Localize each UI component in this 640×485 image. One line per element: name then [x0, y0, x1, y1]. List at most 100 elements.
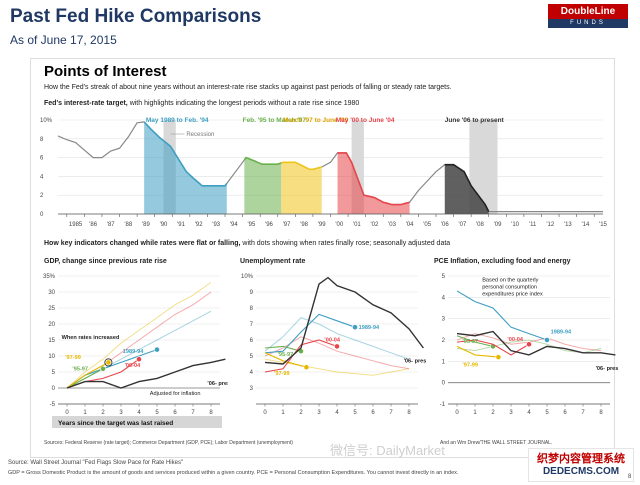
- y-tick-label: 3: [250, 386, 254, 392]
- present-label: '06- present: [404, 358, 426, 364]
- series-06-present: [264, 276, 424, 365]
- may89-label: May 1989 to Feb. '94: [146, 117, 209, 124]
- x-tick-label: 6: [563, 410, 567, 416]
- x-tick-label: '92: [195, 222, 203, 228]
- x-tick-label: 3: [317, 410, 321, 416]
- x-axis-banner: [52, 416, 222, 428]
- x-tick-label: 6: [371, 410, 375, 416]
- x-tick-label: '05: [423, 222, 431, 228]
- y-tick-label: 30: [48, 290, 55, 296]
- y-tick-label: 7: [250, 322, 254, 328]
- pce-note-line: personal consumption: [482, 284, 537, 290]
- x-tick-label: 0: [455, 410, 459, 416]
- rate-rise-dot: [352, 324, 358, 331]
- x-tick-label: '88: [124, 222, 132, 228]
- x-tick-label: '00: [335, 222, 343, 228]
- panel-subheading: How the Fed's streak of about nine years…: [44, 84, 452, 91]
- rates-increased-label: When rates increased: [62, 335, 120, 341]
- rate-rise-dot: [544, 337, 550, 343]
- x-tick-label: 5: [353, 410, 357, 416]
- y-tick-label: 20: [48, 322, 55, 328]
- series-00-04: [264, 339, 338, 373]
- y-tick-label: 0: [52, 386, 56, 392]
- highlight-mar97: [281, 162, 322, 214]
- x-tick-label: '98: [300, 222, 308, 228]
- x-tick-label: '12: [546, 222, 554, 228]
- series-label: '95-97: [72, 366, 88, 372]
- y-tick-label: 5: [442, 274, 446, 280]
- x-tick-label: '95: [247, 222, 255, 228]
- x-tick-label: '04: [406, 222, 414, 228]
- series-label: '97-99: [65, 355, 81, 361]
- background-line: [264, 317, 410, 360]
- x-tick-label: '97: [283, 222, 291, 228]
- present-label: '06- present: [207, 381, 228, 387]
- footer-source: Source: Wall Street Journal "Fed Flags S…: [8, 460, 184, 466]
- x-tick-label: 7: [581, 410, 585, 416]
- y-tick-label: 25: [48, 306, 55, 312]
- x-tick-label: '03: [388, 222, 396, 228]
- x-tick-label: '91: [177, 222, 185, 228]
- y-tick-label: 4: [250, 370, 254, 376]
- stamp-line1: 织梦内容管理系统: [537, 453, 625, 465]
- y-tick-label: 10: [48, 354, 55, 360]
- rate-rise-dot: [136, 356, 142, 363]
- pce-chart-title: PCE Inflation, excluding food and energy: [434, 258, 571, 265]
- x-tick-label: '15: [599, 222, 607, 228]
- indicators-heading-bold: How key indicators changed while rates w…: [44, 240, 241, 247]
- y-tick-label: 10%: [241, 274, 254, 280]
- stamp-line2: DEDECMS.COM: [542, 466, 620, 477]
- x-tick-label: '01: [353, 222, 361, 228]
- x-tick-label: 1985: [69, 222, 83, 228]
- x-tick-label: '08: [476, 222, 484, 228]
- x-tick-label: '14: [582, 222, 590, 228]
- x-tick-label: '99: [318, 222, 326, 228]
- highlight-line-feb95: [243, 156, 282, 165]
- x-tick-label: 4: [527, 410, 531, 416]
- x-axis-label: Years since the target was last raised: [58, 420, 173, 427]
- x-tick-label: '87: [107, 222, 115, 228]
- fed-chart-heading: Fed's interest-rate target, with highlig…: [44, 100, 359, 107]
- series-95-97: [66, 368, 104, 389]
- series-label: '97-99: [462, 363, 478, 369]
- series-95-97: [456, 335, 494, 347]
- series-97-99: [66, 361, 109, 389]
- background-line: [66, 281, 212, 389]
- rate-rise-dot: [100, 365, 106, 372]
- y-tick-label: 0: [40, 212, 44, 218]
- jun06-label: June '06 to present: [445, 117, 505, 124]
- x-tick-label: 4: [137, 410, 141, 416]
- pce-note-line: Based on the quarterly: [482, 277, 538, 283]
- series-label: '95-97: [278, 352, 294, 358]
- x-tick-label: 0: [65, 410, 69, 416]
- series-label: '97-99: [274, 371, 290, 377]
- y-tick-label: 10%: [40, 118, 53, 124]
- series-label: '00-04: [125, 363, 142, 369]
- x-tick-label: 4: [335, 410, 339, 416]
- x-tick-label: '02: [371, 222, 379, 228]
- y-tick-label: 2: [40, 193, 44, 199]
- x-tick-label: '90: [160, 222, 168, 228]
- y-tick-label: 4: [40, 174, 44, 180]
- x-tick-label: 7: [389, 410, 393, 416]
- fed-rate-chart: 10% 8 6 4 2 0 1985 '86 '87 '88 '89 '90 '91 '92 '93 '94 '…: [40, 117, 608, 228]
- logo-top: DoubleLine: [548, 4, 628, 19]
- unemployment-chart: 10% 9 8 7 6 5 4 3 1989-94 '95-97 '97-99 '00-04 0 1 2 3 4…: [241, 274, 426, 416]
- y-tick-label: 6: [250, 338, 254, 344]
- x-tick-label: 3: [509, 410, 513, 416]
- y-tick-label: 8: [40, 137, 44, 143]
- series-label: '00-04: [507, 337, 524, 343]
- footer-note: GDP = Gross Domestic Product is the amou…: [8, 470, 459, 476]
- pce-note-line: expenditures price index: [482, 291, 543, 297]
- x-tick-label: '96: [265, 222, 273, 228]
- x-tick-label: 8: [209, 410, 213, 416]
- doubleline-logo: DoubleLine FUNDS: [548, 4, 628, 32]
- rate-rise-dot: [154, 346, 160, 353]
- gdp-title-text: GDP, change since previous rate rise: [44, 258, 167, 265]
- x-tick-label: '86: [89, 222, 97, 228]
- wsj-credit: And an Wm Drew/THE WALL STREET JOURNAL.: [440, 440, 553, 446]
- x-tick-label: 2: [299, 410, 303, 416]
- x-tick-label: '89: [142, 222, 150, 228]
- rate-rise-dot: [334, 343, 340, 350]
- y-tick-label: 4: [442, 295, 446, 301]
